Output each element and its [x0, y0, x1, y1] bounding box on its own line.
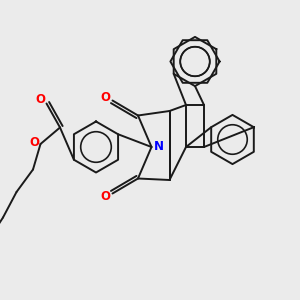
- Text: O: O: [35, 93, 46, 106]
- Text: O: O: [29, 136, 39, 149]
- Text: O: O: [100, 91, 110, 104]
- Text: N: N: [154, 140, 164, 154]
- Text: O: O: [100, 190, 110, 203]
